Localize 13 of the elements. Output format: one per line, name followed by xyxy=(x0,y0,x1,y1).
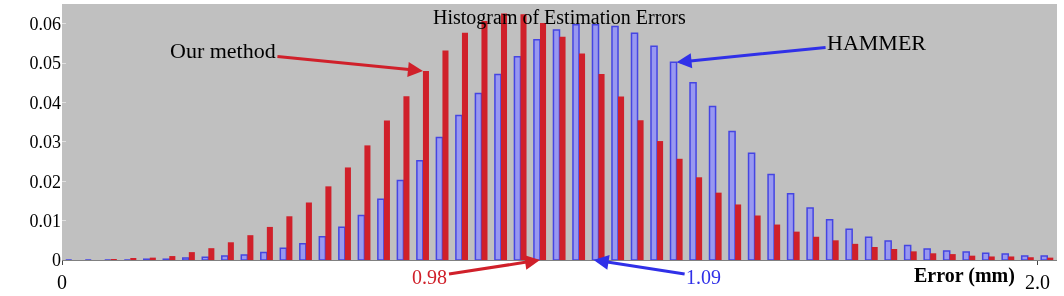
x-tick-label: 2.0 xyxy=(1024,271,1050,293)
x-axis-title: Error (mm) xyxy=(914,264,1015,287)
y-tick-label: 0 xyxy=(52,250,61,271)
y-tick-label: 0.02 xyxy=(29,171,61,192)
annotation: 0.98 xyxy=(412,266,447,288)
y-tick-label: 0.03 xyxy=(29,132,61,153)
y-tick-label: 0.01 xyxy=(29,210,61,231)
annotation: 1.09 xyxy=(686,266,721,288)
y-tick-label: 0.06 xyxy=(29,13,61,34)
annotation: HAMMER xyxy=(827,30,927,55)
y-tick-label: 0.05 xyxy=(29,53,61,74)
y-tick-label: 0.04 xyxy=(29,92,61,113)
annotation: Our method xyxy=(170,38,276,63)
